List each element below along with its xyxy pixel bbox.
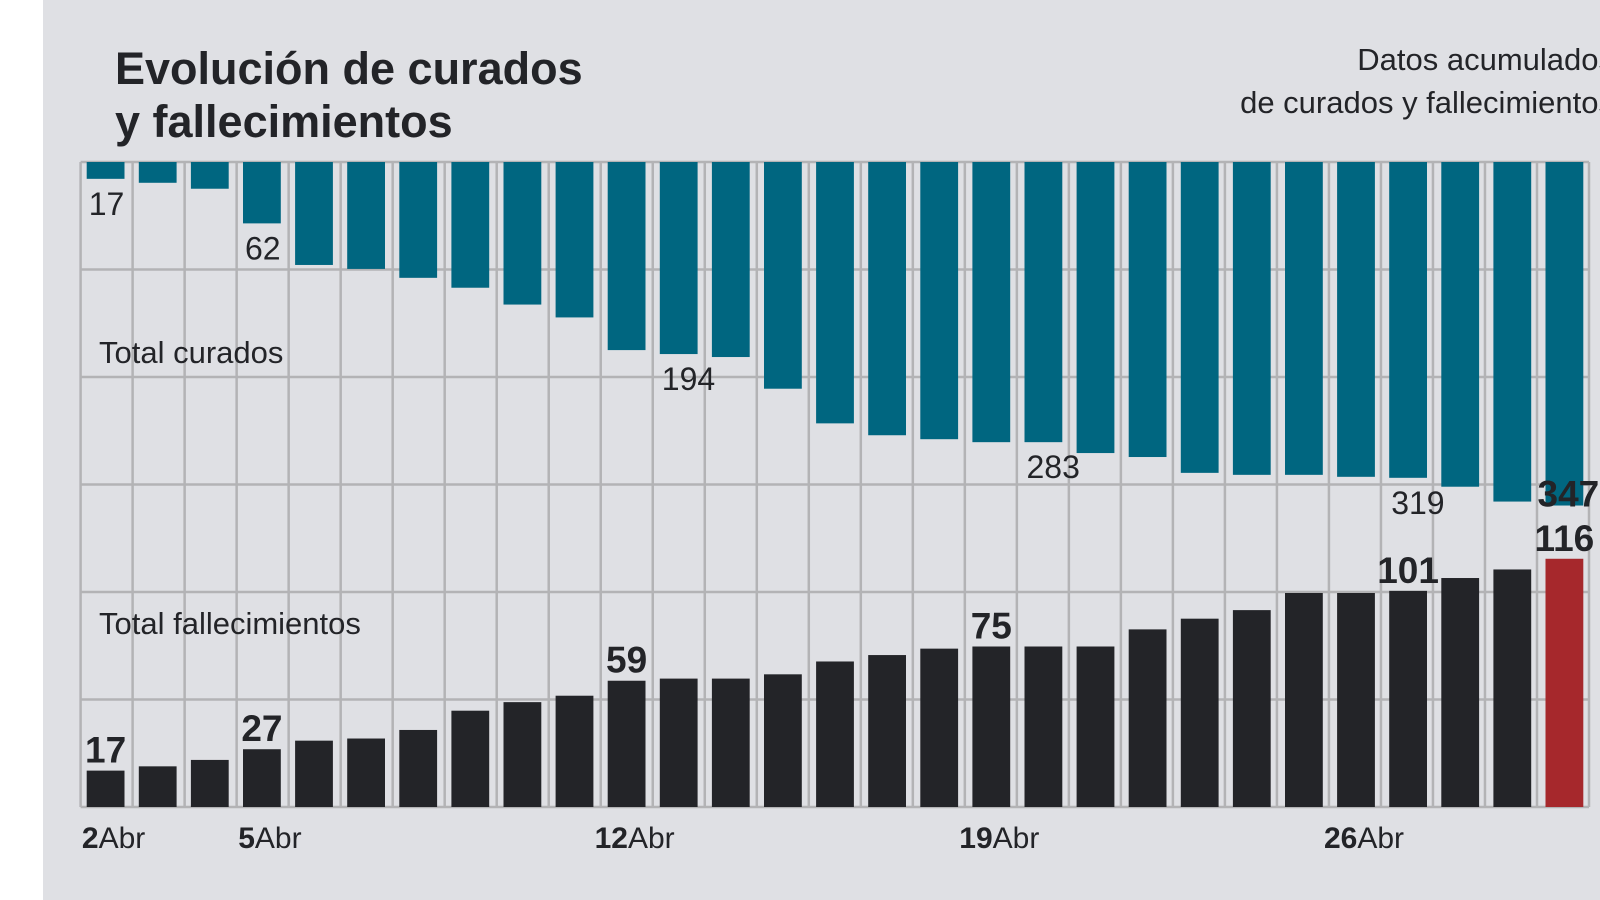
data-label-curados: 319	[1391, 485, 1444, 521]
bar-fallecimientos	[503, 702, 542, 807]
bar-curados	[659, 162, 698, 355]
bar-fallecimientos	[190, 759, 229, 807]
bar-fallecimientos	[1493, 569, 1532, 807]
bar-curados	[972, 162, 1011, 443]
bar-fallecimientos	[399, 729, 438, 807]
x-tick-label: 5Abr	[238, 822, 301, 855]
bar-curados	[920, 162, 959, 440]
x-tick-label: 19Abr	[959, 822, 1039, 855]
bar-curados	[1232, 162, 1271, 475]
bars	[86, 162, 1584, 807]
bar-curados	[816, 162, 854, 424]
bar-curados	[295, 162, 333, 265]
bar-fallecimientos	[711, 678, 750, 807]
data-label-curados: 62	[245, 230, 281, 266]
bar-fallecimientos	[1232, 610, 1271, 807]
bar-fallecimientos	[607, 680, 646, 807]
data-label-fallecimientos: 17	[85, 730, 126, 771]
data-label-curados: 194	[662, 361, 715, 397]
bar-fallecimientos	[1285, 593, 1323, 807]
bar-fallecimientos	[1076, 646, 1115, 807]
bar-fallecimientos	[816, 661, 854, 807]
bar-fallecimientos	[295, 740, 333, 807]
data-label-fallecimientos: 101	[1377, 550, 1439, 591]
data-label-fallecimientos: 116	[1535, 518, 1595, 559]
chart-title-line-1: Evolución de curados	[115, 43, 583, 94]
x-tick-label: 2Abr	[82, 822, 145, 855]
bar-fallecimientos	[1128, 629, 1167, 807]
bar-curados	[868, 162, 906, 436]
bar-curados	[1180, 162, 1219, 473]
bar-fallecimientos	[868, 655, 906, 807]
bar-curados	[764, 162, 802, 389]
bar-fallecimientos	[920, 648, 959, 807]
bar-fallecimientos	[1389, 590, 1427, 807]
data-label-curados: 283	[1027, 449, 1080, 485]
bar-curados	[711, 162, 750, 358]
chart-subtitle: Datos acumulados de curados y fallecimie…	[1240, 38, 1600, 124]
bar-curados	[1389, 162, 1427, 478]
bar-curados	[347, 162, 385, 269]
bar-fallecimientos	[1441, 578, 1480, 807]
bar-fallecimientos	[243, 749, 281, 807]
chart-title-line-2: y fallecimientos	[115, 96, 453, 147]
bar-curados	[1337, 162, 1375, 477]
bar-fallecimientos	[1337, 593, 1375, 807]
bar-fallecimientos	[972, 646, 1011, 807]
x-tick-label: 12Abr	[595, 822, 675, 855]
chart-subtitle-line-1: Datos acumulados	[1357, 42, 1600, 77]
bar-fallecimientos	[1545, 558, 1584, 807]
bar-curados	[1441, 162, 1480, 487]
bar-curados	[1128, 162, 1167, 458]
bar-fallecimientos	[451, 710, 490, 807]
bar-fallecimientos	[555, 695, 594, 807]
bar-fallecimientos	[138, 766, 177, 807]
bar-fallecimientos	[1180, 618, 1219, 807]
bar-curados	[86, 162, 125, 179]
series-label-fallecimientos: Total fallecimientos	[99, 606, 361, 641]
bar-curados	[243, 162, 281, 224]
bar-fallecimientos	[86, 770, 125, 807]
bar-curados	[451, 162, 490, 288]
bar-curados	[555, 162, 594, 318]
bar-curados	[1024, 162, 1063, 443]
data-label-fallecimientos: 27	[241, 708, 282, 749]
bar-fallecimientos	[1024, 646, 1063, 807]
chart-title: Evolución de curados y fallecimientos	[115, 42, 583, 148]
bar-curados	[503, 162, 542, 305]
bar-fallecimientos	[659, 678, 698, 807]
bar-curados	[1076, 162, 1115, 454]
bar-curados	[1545, 162, 1584, 506]
chart-subtitle-line-2: de curados y fallecimientos	[1240, 85, 1600, 120]
x-tick-label: 26Abr	[1324, 822, 1404, 855]
bar-curados	[607, 162, 646, 351]
left-margin-strip	[0, 0, 43, 900]
bar-curados	[1285, 162, 1323, 475]
data-label-curados: 17	[89, 186, 125, 222]
bar-curados	[399, 162, 438, 278]
bar-fallecimientos	[764, 674, 802, 807]
data-label-curados: 347	[1538, 474, 1600, 515]
data-labels: 17 62 194 283 319 347 17 27 59 75 101 116	[85, 186, 1599, 771]
bar-curados	[1493, 162, 1532, 502]
bar-fallecimientos	[347, 738, 385, 807]
bar-curados	[190, 162, 229, 189]
data-label-fallecimientos: 75	[971, 606, 1012, 647]
bar-curados	[138, 162, 177, 183]
data-label-fallecimientos: 59	[606, 640, 647, 681]
x-axis-ticks: 2Abr 5Abr 12Abr 19Abr 26Abr	[82, 822, 1404, 855]
series-label-curados: Total curados	[99, 335, 283, 370]
